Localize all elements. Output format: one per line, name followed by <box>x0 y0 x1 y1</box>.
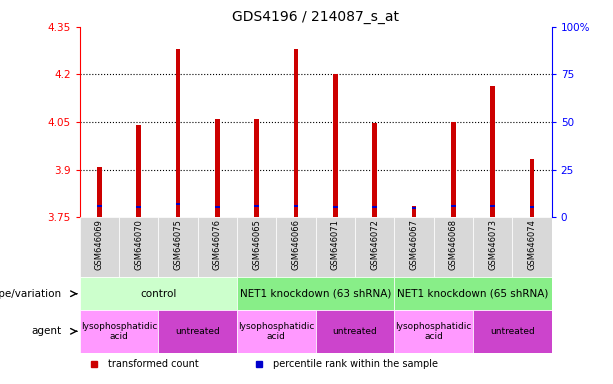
Bar <box>215 119 219 217</box>
Bar <box>394 277 552 310</box>
Bar <box>473 310 552 353</box>
Text: GSM646069: GSM646069 <box>95 219 104 270</box>
Bar <box>136 125 141 217</box>
Bar <box>237 310 316 353</box>
Bar <box>530 159 535 217</box>
Bar <box>451 122 455 217</box>
Bar <box>412 206 416 217</box>
Bar <box>333 206 338 208</box>
Bar <box>176 203 180 205</box>
Bar <box>394 310 473 353</box>
Bar <box>237 217 276 277</box>
Bar <box>355 217 394 277</box>
Bar <box>97 205 102 207</box>
Bar <box>412 207 416 209</box>
Bar <box>158 310 237 353</box>
Bar <box>490 205 495 207</box>
Text: GSM646072: GSM646072 <box>370 219 379 270</box>
Bar <box>316 310 394 353</box>
Bar <box>80 217 119 277</box>
Bar <box>490 86 495 217</box>
Bar <box>294 49 299 217</box>
Bar <box>512 217 552 277</box>
Text: NET1 knockdown (65 shRNA): NET1 knockdown (65 shRNA) <box>397 289 549 299</box>
Title: GDS4196 / 214087_s_at: GDS4196 / 214087_s_at <box>232 10 399 25</box>
Text: lysophosphatidic
acid: lysophosphatidic acid <box>238 322 314 341</box>
Bar <box>372 123 377 217</box>
Bar <box>372 206 377 208</box>
Text: transformed count: transformed count <box>108 359 199 369</box>
Text: control: control <box>140 289 177 299</box>
Text: untreated: untreated <box>333 327 378 336</box>
Text: GSM646075: GSM646075 <box>173 219 183 270</box>
Bar <box>80 310 158 353</box>
Bar <box>119 217 158 277</box>
Text: GSM646074: GSM646074 <box>528 219 536 270</box>
Bar <box>394 217 434 277</box>
Bar <box>215 206 219 208</box>
Text: GSM646068: GSM646068 <box>449 219 458 270</box>
Bar <box>294 205 299 207</box>
Bar <box>136 206 141 208</box>
Bar <box>473 217 512 277</box>
Text: percentile rank within the sample: percentile rank within the sample <box>273 359 438 369</box>
Bar <box>97 167 102 217</box>
Text: GSM646066: GSM646066 <box>292 219 300 270</box>
Bar <box>530 206 535 208</box>
Bar <box>451 205 455 207</box>
Text: untreated: untreated <box>490 327 535 336</box>
Bar <box>254 205 259 207</box>
Bar <box>316 217 355 277</box>
Bar <box>197 217 237 277</box>
Bar <box>176 49 180 217</box>
Text: GSM646065: GSM646065 <box>252 219 261 270</box>
Text: genotype/variation: genotype/variation <box>0 289 62 299</box>
Text: GSM646073: GSM646073 <box>488 219 497 270</box>
Text: GSM646076: GSM646076 <box>213 219 222 270</box>
Bar <box>254 119 259 217</box>
Text: GSM646071: GSM646071 <box>331 219 340 270</box>
Bar <box>158 217 198 277</box>
Bar <box>333 74 338 217</box>
Text: lysophosphatidic
acid: lysophosphatidic acid <box>81 322 157 341</box>
Bar <box>434 217 473 277</box>
Text: GSM646067: GSM646067 <box>409 219 419 270</box>
Text: GSM646070: GSM646070 <box>134 219 143 270</box>
Bar <box>80 277 237 310</box>
Bar <box>276 217 316 277</box>
Bar <box>237 277 394 310</box>
Text: lysophosphatidic
acid: lysophosphatidic acid <box>395 322 472 341</box>
Text: agent: agent <box>32 326 62 336</box>
Text: untreated: untreated <box>175 327 220 336</box>
Text: NET1 knockdown (63 shRNA): NET1 knockdown (63 shRNA) <box>240 289 391 299</box>
